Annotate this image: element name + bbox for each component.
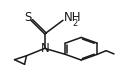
Text: S: S [25, 11, 32, 24]
Text: N: N [41, 42, 49, 55]
Text: 2: 2 [73, 19, 78, 28]
Text: NH: NH [64, 11, 81, 24]
